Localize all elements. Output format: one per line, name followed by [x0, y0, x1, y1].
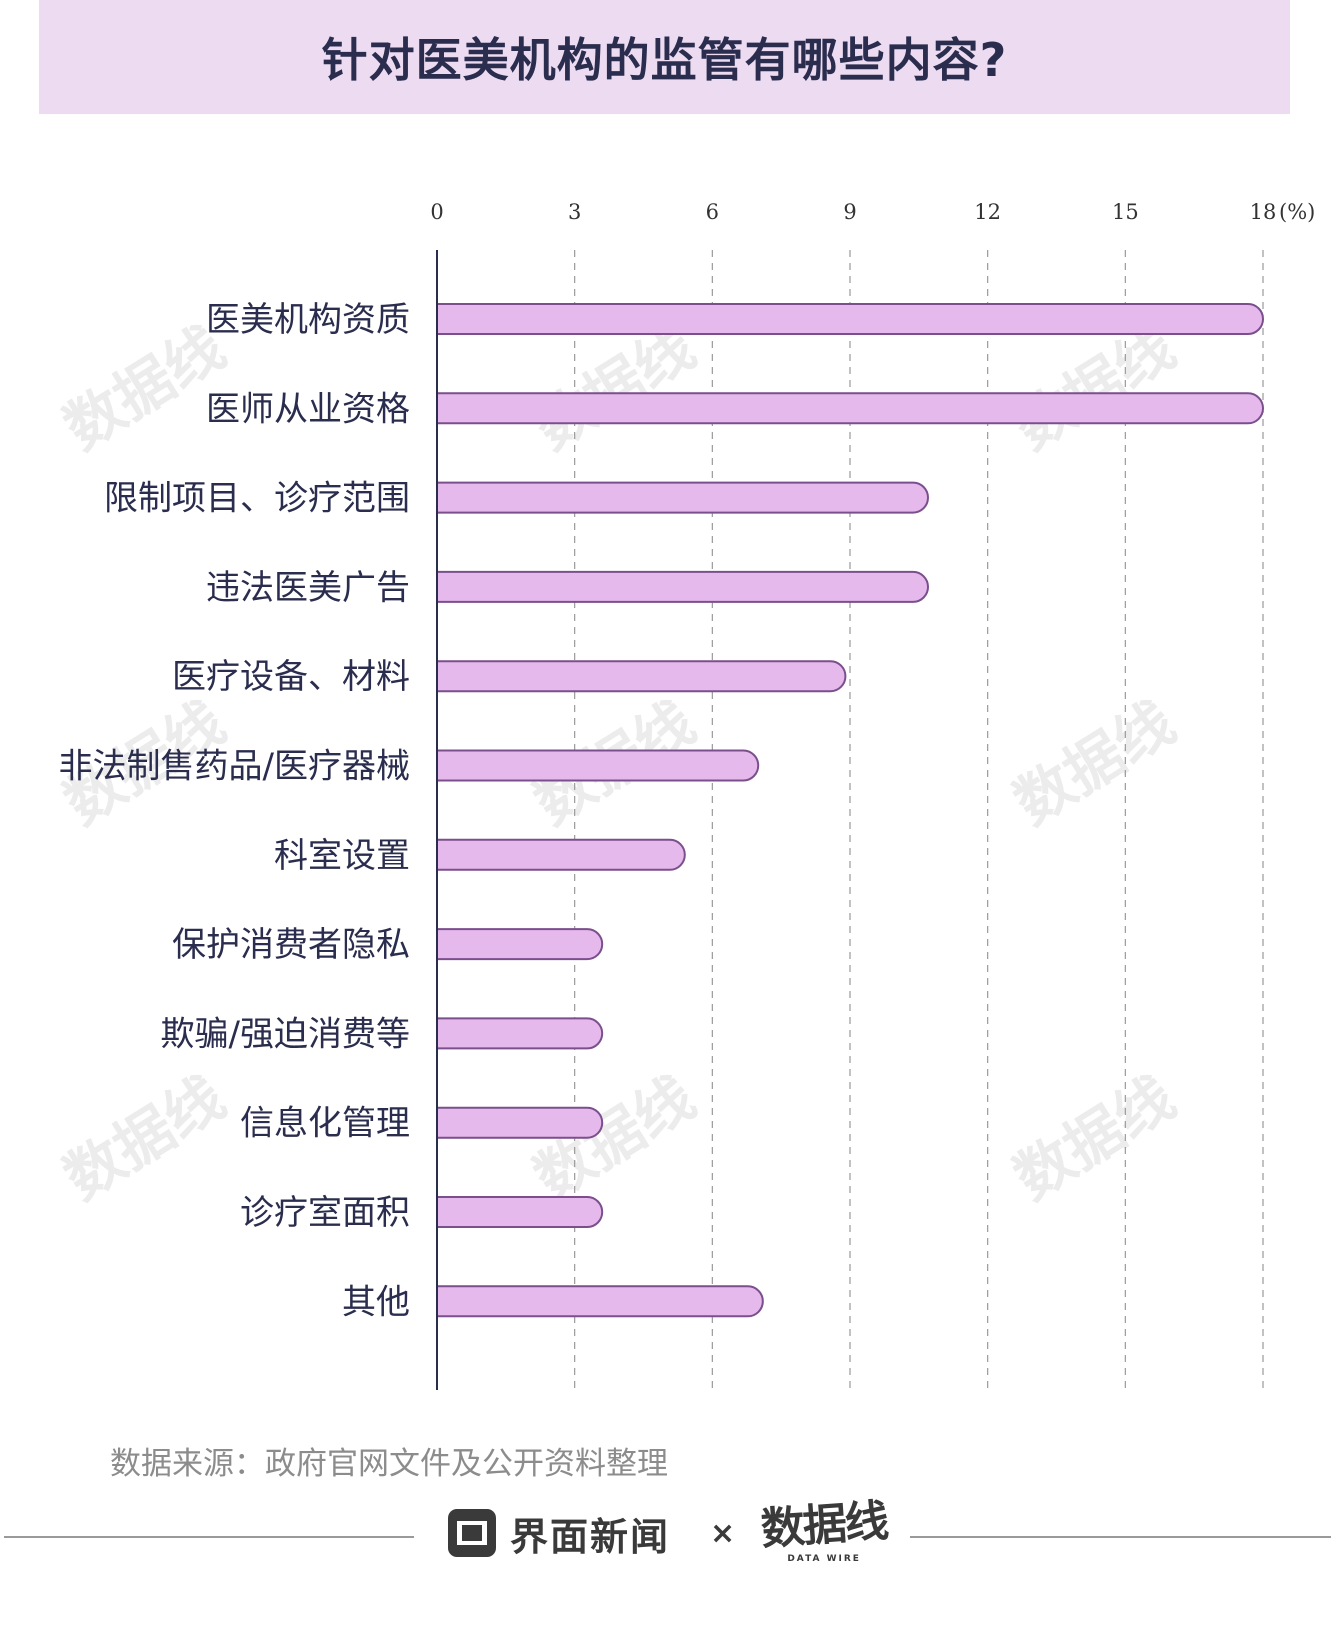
unit-label: (%)	[1279, 200, 1315, 224]
category-label: 保护消费者隐私	[172, 925, 410, 965]
category-label: 信息化管理	[240, 1104, 410, 1144]
footer-logos: 界面新闻 × 数据线 DATA WIRE	[448, 1496, 889, 1564]
category-label: 非法制售药品/医疗器械	[59, 747, 410, 787]
bar	[437, 303, 1264, 335]
watermark-logo: 数据线	[1003, 1063, 1187, 1213]
bar	[437, 481, 929, 514]
watermark-logo: 数据线	[523, 313, 707, 463]
category-label: 医美机构资质	[206, 300, 410, 340]
tick-label: 6	[706, 200, 719, 224]
bar	[437, 1285, 764, 1318]
tick-label: 9	[843, 200, 856, 224]
datawire-logo-sub: DATA WIRE	[787, 1554, 861, 1564]
category-label: 限制项目、诊疗范围	[104, 479, 410, 519]
footer-divider-right	[910, 1536, 1331, 1538]
bar	[437, 392, 1264, 425]
bar	[437, 838, 686, 871]
tick-label: 15	[1112, 200, 1139, 224]
category-label: 医师从业资格	[206, 389, 410, 429]
category-label: 诊疗室面积	[240, 1193, 410, 1233]
watermark-logo: 数据线	[1003, 313, 1187, 463]
bar	[437, 1017, 604, 1050]
bar	[437, 928, 604, 961]
bar	[437, 1196, 604, 1228]
jiemian-brand: 界面新闻	[510, 1514, 671, 1559]
bar	[437, 570, 929, 603]
tick-label: 18	[1250, 200, 1277, 224]
bar	[437, 1106, 604, 1139]
data-source: 数据来源：政府官网文件及公开资料整理	[110, 1446, 668, 1482]
category-label: 科室设置	[274, 836, 410, 876]
category-label: 医疗设备、材料	[172, 657, 410, 697]
category-labels: 医美机构资质医师从业资格限制项目、诊疗范围违法医美广告医疗设备、材料非法制售药品…	[59, 300, 410, 1322]
category-label: 欺骗/强迫消费等	[161, 1014, 410, 1054]
category-label: 其他	[342, 1282, 410, 1322]
watermark-logo: 数据线	[53, 1063, 237, 1213]
tick-label: 0	[430, 200, 443, 224]
footer-divider-left	[4, 1536, 414, 1538]
datawire-logo: 数据线 DATA WIRE	[759, 1496, 888, 1564]
chart-title: 针对医美机构的监管有哪些内容?	[321, 33, 1008, 87]
watermark-logo: 数据线	[1003, 688, 1187, 838]
category-label: 违法医美广告	[206, 568, 410, 608]
jiemian-logo-icon	[448, 1509, 496, 1557]
tick-labels: 0 3 6 9 12 15 18 (%)	[430, 200, 1315, 224]
tick-label: 12	[974, 200, 1001, 224]
tick-label: 3	[568, 200, 581, 224]
datawire-logo-main: 数据线	[759, 1495, 889, 1556]
title-band: 针对医美机构的监管有哪些内容?	[39, 0, 1290, 114]
separator: ×	[710, 1515, 736, 1551]
bar	[437, 749, 760, 782]
bars	[437, 303, 1264, 1318]
bar	[437, 660, 847, 693]
